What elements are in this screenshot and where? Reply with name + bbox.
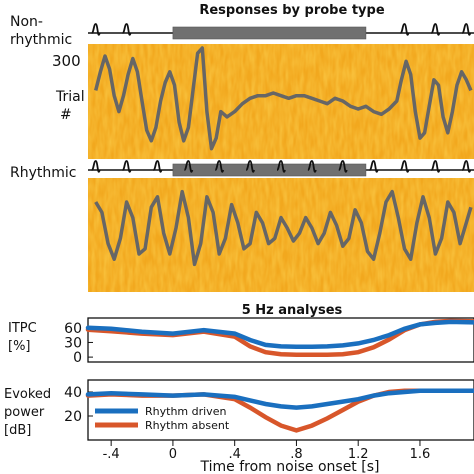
trial-label-line2: # xyxy=(60,107,72,123)
probe-marker xyxy=(153,160,163,173)
probe-marker xyxy=(183,160,194,173)
y-tick-label: 40 xyxy=(64,385,82,401)
heatmap-nonrhythmic xyxy=(88,44,474,159)
evoked-label-line3: [dB] xyxy=(4,423,31,438)
heatmap-rhythmic xyxy=(88,178,474,292)
itpc-label-line1: ITPC xyxy=(8,321,37,336)
probe-marker xyxy=(91,160,101,173)
noise-period-bar xyxy=(172,163,367,177)
probe-timeline-rhythmic xyxy=(88,160,474,177)
x-tick-label: 0 xyxy=(169,447,177,462)
probe-marker xyxy=(461,160,472,173)
legend-label-rhythm-driven: Rhythm driven xyxy=(145,405,226,418)
probe-marker xyxy=(369,160,379,173)
trial-ytick-300: 300 xyxy=(52,52,81,70)
probe-marker xyxy=(430,23,441,36)
nonrhythmic-label-line2: rhythmic xyxy=(10,32,72,48)
evoked-label-line2: power xyxy=(4,405,45,420)
panel-frame xyxy=(87,379,474,441)
itpc-series-rhythm-driven xyxy=(85,319,474,350)
probe-marker xyxy=(400,23,410,36)
heatmap-nonrhythmic-noise xyxy=(88,44,474,159)
probe-marker xyxy=(91,23,101,36)
trial-label-line1: Trial xyxy=(55,89,85,105)
probe-marker xyxy=(122,160,132,173)
panel-frame xyxy=(87,317,474,363)
probe-marker xyxy=(338,160,348,173)
nonrhythmic-label-line1: Non- xyxy=(10,14,43,30)
trial-average-trace-rhythmic xyxy=(94,189,473,267)
legend: Rhythm driven Rhythm absent xyxy=(95,405,230,432)
evoked-series-rhythm-driven xyxy=(85,388,474,410)
probe-marker xyxy=(307,160,317,173)
y-tick-label: 20 xyxy=(64,409,82,425)
rhythmic-label: Rhythmic xyxy=(10,165,76,181)
probe-marker xyxy=(430,160,441,173)
probe-marker xyxy=(122,23,132,36)
legend-label-rhythm-absent: Rhythm absent xyxy=(145,419,230,432)
y-tick-label: 60 xyxy=(64,321,82,337)
bottom-title: 5 Hz analyses xyxy=(242,303,343,318)
x-tick-label: 1.6 xyxy=(410,447,431,462)
trial-average-trace-nonrhythmic xyxy=(94,46,473,151)
probe-marker xyxy=(245,160,255,173)
probe-timeline-nonrhythmic xyxy=(88,23,474,40)
probe-marker xyxy=(214,160,225,173)
heatmap-rhythmic-noise xyxy=(88,178,474,292)
x-tick-label: .8 xyxy=(290,447,302,462)
x-tick-label: -.4 xyxy=(103,447,120,462)
x-axis: -.4 0 .4 .8 1.2 1.6 xyxy=(103,440,431,462)
probe-marker xyxy=(400,160,410,173)
top-title: Responses by probe type xyxy=(199,3,384,18)
noise-period-bar xyxy=(172,26,367,40)
evoked-label-line1: Evoked xyxy=(4,387,51,402)
probe-marker xyxy=(461,23,472,36)
y-tick-label: 30 xyxy=(64,335,82,351)
itpc-label-line2: [%] xyxy=(8,339,31,354)
probe-marker xyxy=(276,160,286,173)
x-tick-label: .4 xyxy=(228,447,240,462)
y-tick-label: 0 xyxy=(73,350,82,366)
x-axis-label: Time from noise onset [s] xyxy=(200,459,380,474)
x-tick-label: 1.2 xyxy=(348,447,369,462)
